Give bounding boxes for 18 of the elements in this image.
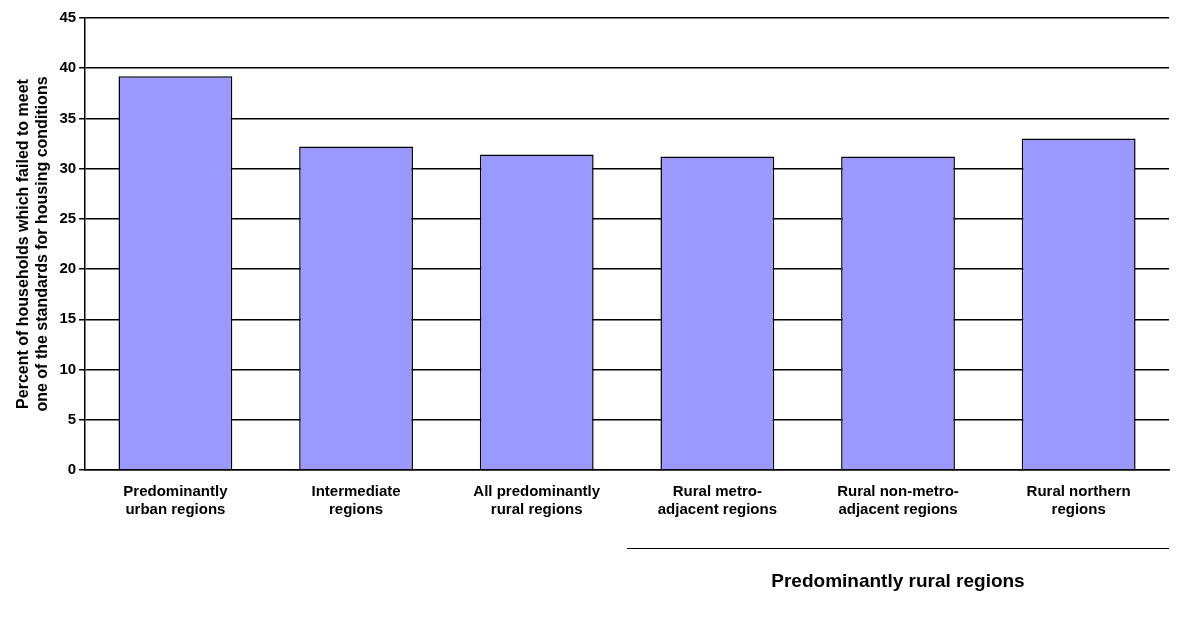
x-tick-label: All predominantly rural regions [473,482,601,518]
y-tick-label: 35 [59,108,77,126]
text: Predominantly rural regions [770,570,1026,592]
x-tick-label: Rural northern regions [1026,482,1131,518]
y-tick-label: 25 [59,209,77,227]
y-tick-label: 5 [67,409,77,427]
y-tick-label: 0 [67,460,77,478]
y-tick-label: 40 [59,58,77,76]
x-tick-label: Rural metro-adjacent regions [657,482,777,518]
y-axis-title: Percent of households which failed to meet one of the standards for housing conditions [14,76,51,412]
x-tick-label: Rural non-metro-adjacent regions [837,482,959,518]
y-tick-label: 30 [59,158,77,176]
y-tick-label: 15 [59,309,77,327]
y-tick-label: 20 [59,259,77,277]
y-tick-label: 45 [59,8,77,26]
y-tick-label: 10 [59,359,77,377]
x-tick-label: Predominantly urban regions [123,482,229,518]
x-tick-label: Intermediate regions [311,482,401,518]
